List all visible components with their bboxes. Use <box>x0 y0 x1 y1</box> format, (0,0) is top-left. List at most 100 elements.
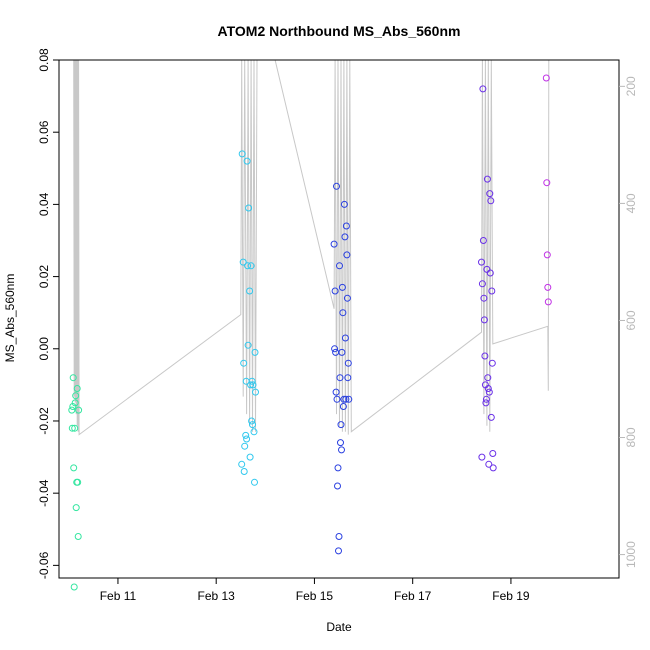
y-tick-label: 0.00 <box>37 337 51 361</box>
data-point <box>243 435 251 443</box>
data-point <box>334 464 342 472</box>
series-5 <box>542 74 552 306</box>
data-point <box>247 381 255 389</box>
data-point <box>339 309 347 317</box>
data-point <box>243 157 251 165</box>
data-point <box>488 359 496 367</box>
right-tick-label: 600 <box>624 310 638 330</box>
data-point <box>486 269 494 277</box>
data-point <box>340 395 348 403</box>
depth-trace-line <box>73 60 550 436</box>
data-point <box>487 197 495 205</box>
data-point <box>72 504 80 512</box>
data-point <box>244 341 252 349</box>
y-tick-label: 0.02 <box>37 265 51 289</box>
data-point <box>487 413 495 421</box>
data-point <box>239 258 247 266</box>
data-point <box>480 316 488 324</box>
data-point <box>333 395 341 403</box>
data-point <box>341 334 349 342</box>
series-2 <box>238 150 259 486</box>
plot-frame <box>58 59 620 579</box>
data-point <box>251 478 258 486</box>
y-tick-label: -0.02 <box>37 407 51 435</box>
axes-layer: Feb 11 Feb 13 Feb 15 Feb 17 Feb 19 -0.06 -0.04… <box>37 48 638 603</box>
data-point <box>334 482 341 490</box>
data-point <box>338 446 345 454</box>
data-point <box>246 287 254 295</box>
data-point <box>478 258 485 266</box>
data-point <box>544 298 552 306</box>
data-point <box>249 421 256 429</box>
data-point <box>335 547 342 555</box>
data-point <box>542 74 550 82</box>
data-point <box>344 359 352 367</box>
data-point <box>338 283 346 291</box>
data-point <box>478 280 486 288</box>
y-tick-label: 0.08 <box>37 48 51 72</box>
x-tick-label: Feb 13 <box>198 589 236 603</box>
data-point <box>240 359 248 367</box>
chart-title: ATOM2 Northbound MS_Abs_560nm <box>218 23 461 39</box>
data-point <box>330 240 338 248</box>
data-point <box>335 533 343 540</box>
right-tick-label: 1000 <box>624 541 638 568</box>
points-layer <box>68 74 552 591</box>
data-point <box>482 399 490 407</box>
data-point <box>337 439 344 447</box>
data-point <box>489 450 497 457</box>
data-point <box>248 417 256 425</box>
data-point <box>250 428 258 436</box>
data-point <box>240 468 248 475</box>
x-axis-label: Date <box>326 620 352 634</box>
data-point <box>485 388 493 396</box>
data-point <box>338 348 346 356</box>
data-point <box>68 406 76 414</box>
right-tick-label: 200 <box>624 76 638 96</box>
data-point <box>332 388 340 396</box>
data-point <box>343 251 351 259</box>
data-point <box>73 385 81 392</box>
data-point <box>244 262 252 270</box>
data-point <box>543 251 551 259</box>
data-point <box>485 460 493 468</box>
data-point <box>478 453 486 461</box>
data-point <box>483 175 491 183</box>
data-point <box>238 460 246 468</box>
x-tick-label: Feb 19 <box>492 589 530 603</box>
data-point <box>74 478 82 486</box>
data-point <box>70 464 78 472</box>
data-point <box>249 381 257 389</box>
data-point <box>544 283 552 291</box>
data-point <box>72 392 80 400</box>
data-point <box>488 287 496 295</box>
data-point <box>343 294 351 302</box>
data-point <box>339 403 347 410</box>
data-point <box>337 421 345 429</box>
data-point <box>331 287 339 295</box>
data-point <box>345 395 353 403</box>
data-point <box>336 262 343 270</box>
depth-trace-layer <box>73 60 550 436</box>
data-point <box>238 150 246 158</box>
data-point <box>333 182 340 190</box>
right-tick-label: 400 <box>624 193 638 213</box>
y-tick-label: -0.04 <box>37 479 51 507</box>
series-4 <box>478 85 497 472</box>
series-1 <box>68 374 83 591</box>
data-point <box>71 399 79 407</box>
data-point <box>336 374 344 382</box>
data-point <box>482 395 490 403</box>
data-point <box>71 424 79 432</box>
data-point <box>241 442 249 450</box>
y-tick-label: 0.06 <box>37 120 51 144</box>
data-point <box>479 85 487 93</box>
right-axis: 200 400 600 800 1000 <box>619 76 638 568</box>
right-tick-label: 800 <box>624 427 638 447</box>
x-tick-label: Feb 11 <box>100 589 137 603</box>
x-tick-label: Feb 15 <box>296 589 334 603</box>
data-point <box>245 204 253 212</box>
data-point <box>484 374 492 382</box>
